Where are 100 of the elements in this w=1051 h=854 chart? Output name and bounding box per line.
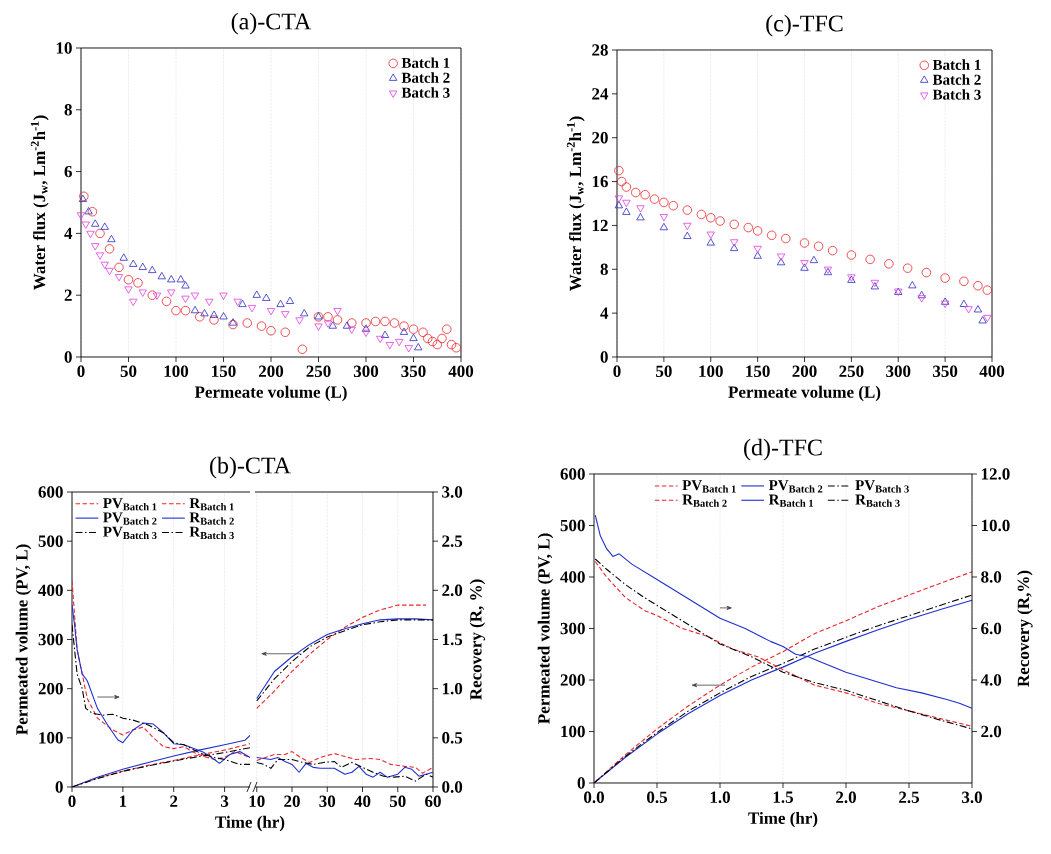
point xyxy=(147,290,157,300)
x-tick-label: 2.5 xyxy=(899,791,920,804)
y-tick-label: 6 xyxy=(64,165,72,178)
point xyxy=(361,329,371,337)
point xyxy=(659,197,669,208)
point xyxy=(76,212,86,220)
point xyxy=(209,315,219,325)
y-tick-label: 200 xyxy=(560,674,585,686)
point xyxy=(631,187,641,198)
y-tick-label: 300 xyxy=(560,622,585,635)
x-tick-label: 0 xyxy=(77,365,85,378)
y2-axis-title: Recovery (R,%) xyxy=(1017,570,1033,687)
point xyxy=(380,330,390,338)
point xyxy=(622,207,631,215)
y2-tick-label: 6.0 xyxy=(981,622,1002,635)
point xyxy=(437,333,447,344)
legend-label: PV$_{Batch 3}$ xyxy=(103,526,157,540)
point xyxy=(446,339,457,350)
point xyxy=(181,295,190,303)
point xyxy=(256,321,267,331)
legend-label: R$_{Batch 1}$ xyxy=(768,494,814,507)
point xyxy=(917,295,926,303)
legend-label: Batch 1 xyxy=(932,59,981,70)
y-tick-label: 500 xyxy=(38,535,63,547)
point xyxy=(124,286,133,294)
point xyxy=(100,261,109,269)
point xyxy=(105,267,114,276)
point xyxy=(285,296,295,304)
point xyxy=(333,308,342,316)
point xyxy=(614,200,624,209)
x-axis-title: Permeate volume (L) xyxy=(728,385,881,402)
x-tick-label: 50 xyxy=(389,795,406,808)
point xyxy=(148,265,157,274)
y-tick-label: 0 xyxy=(600,351,608,363)
point xyxy=(266,308,276,316)
y2-tick-label: 2.0 xyxy=(981,725,1002,738)
point xyxy=(323,320,333,328)
point xyxy=(295,317,304,325)
point xyxy=(940,273,950,283)
y-tick-label: 2 xyxy=(64,289,72,301)
point xyxy=(978,316,987,324)
y-tick-label: 600 xyxy=(38,486,63,498)
point xyxy=(190,292,200,300)
y-tick-label: 400 xyxy=(560,571,585,583)
x-tick-label: 2.0 xyxy=(836,791,856,804)
point xyxy=(181,281,190,289)
legend-label: PV$_{Batch 3}$ xyxy=(855,480,909,493)
y-tick-label: 600 xyxy=(560,468,585,480)
point xyxy=(266,326,276,336)
point xyxy=(347,326,356,334)
legend-label: R$_{Batch 1}$ xyxy=(189,498,234,511)
point xyxy=(91,243,100,251)
point xyxy=(152,292,162,300)
point xyxy=(451,343,461,353)
y2-tick-label: 2.5 xyxy=(442,535,463,547)
point xyxy=(753,251,762,259)
point xyxy=(809,255,819,264)
point xyxy=(129,259,138,267)
y-axis-title: Permeated volume (PV, L) xyxy=(537,533,554,724)
x-tick-label: 3.0 xyxy=(962,791,982,804)
point xyxy=(813,241,824,251)
y-tick-label: 8 xyxy=(600,263,608,276)
point xyxy=(276,299,285,308)
x-tick-label: 250 xyxy=(839,365,864,378)
point xyxy=(730,243,739,251)
x-tick-label: 50 xyxy=(120,365,137,378)
y2-tick-label: 8.0 xyxy=(981,571,1002,583)
y2-tick-label: 4.0 xyxy=(980,674,1002,686)
x-tick-label: 60 xyxy=(425,795,441,808)
point xyxy=(683,231,692,239)
point xyxy=(715,216,725,226)
legend-label: PV$_{Batch 1}$ xyxy=(682,480,736,493)
x-tick-label: 200 xyxy=(258,365,284,378)
point xyxy=(95,252,105,260)
point xyxy=(114,262,124,273)
y-tick-label: 0 xyxy=(577,777,585,789)
point xyxy=(408,324,419,334)
y-axis-title: Permeated volume (PV, L) xyxy=(15,544,32,735)
y-tick-label: 100 xyxy=(561,725,585,738)
legend-label: PV$_{Batch 2}$ xyxy=(103,512,157,525)
y2-tick-label: 12.0 xyxy=(981,468,1010,480)
x-tick-label: 300 xyxy=(353,365,379,378)
point xyxy=(167,275,176,283)
legend-label: R$_{Batch 2}$ xyxy=(682,494,727,507)
point xyxy=(209,310,219,318)
x-tick-label: 200 xyxy=(792,365,817,378)
point xyxy=(414,343,423,351)
point xyxy=(730,239,739,247)
point xyxy=(706,238,715,246)
point xyxy=(921,267,932,278)
point xyxy=(799,238,810,248)
x-axis-title: Time (hr) xyxy=(748,811,818,828)
point xyxy=(409,333,418,341)
y-tick-label: 300 xyxy=(38,633,63,646)
point xyxy=(964,306,973,314)
point xyxy=(659,214,669,222)
chart-title: (d)-TFC xyxy=(744,438,822,461)
y2-tick-label: 2.0 xyxy=(442,584,463,597)
x-tick-label: 20 xyxy=(284,795,300,808)
legend-label: R$_{Batch 2}$ xyxy=(189,512,234,525)
